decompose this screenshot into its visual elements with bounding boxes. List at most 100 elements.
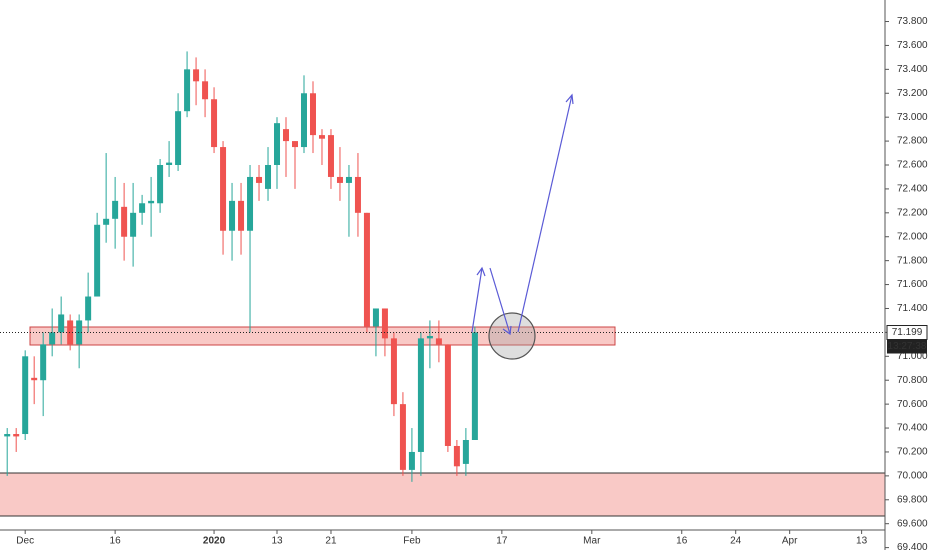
x-tick-label: Dec (16, 536, 34, 547)
x-tick-label: Mar (583, 536, 601, 547)
candle-body (292, 141, 298, 148)
y-tick-label: 69.800 (897, 494, 928, 505)
candle-body (363, 212, 370, 327)
x-tick-label: 24 (730, 536, 742, 547)
y-tick-label: 71.800 (897, 255, 928, 266)
candle-body (13, 434, 20, 437)
candle-body (31, 377, 38, 381)
candle-body (130, 212, 137, 237)
x-tick-label: 16 (110, 536, 122, 547)
candle-body (426, 335, 433, 339)
y-tick-label: 72.600 (897, 160, 928, 171)
candle-body (390, 338, 397, 405)
candle-body (381, 308, 388, 339)
candle-body (4, 434, 11, 437)
candle-body (345, 176, 352, 183)
y-tick-label: 71.400 (897, 303, 928, 314)
y-tick-label: 70.200 (897, 447, 928, 458)
y-tick-label: 72.000 (897, 231, 928, 242)
arrow-head (502, 325, 512, 336)
candle-body (148, 200, 155, 204)
candle-body (318, 135, 325, 139)
candle-body (300, 93, 307, 148)
candle-body (274, 123, 281, 165)
y-tick-label: 73.400 (897, 64, 928, 75)
candle-body (444, 344, 451, 446)
candle-body (229, 200, 236, 231)
candle-body (327, 135, 334, 177)
candle-body (399, 404, 406, 470)
candle-body (94, 224, 101, 297)
candle-body (184, 69, 191, 112)
candle-body (247, 176, 254, 231)
candle-body (175, 111, 182, 165)
arrow (489, 267, 511, 335)
candle-body (238, 200, 245, 231)
arrow-head (565, 93, 574, 105)
candle-body (435, 338, 442, 345)
arrow (517, 94, 573, 333)
arrow-head (476, 266, 486, 277)
y-tick-label: 70.800 (897, 375, 928, 386)
y-tick-label: 73.600 (897, 40, 928, 51)
candle-body (354, 176, 361, 213)
candle-body (283, 129, 290, 142)
candle-body (67, 320, 74, 345)
candle-body (58, 314, 65, 333)
x-tick-label: 13 (856, 536, 868, 547)
x-tick-label: 21 (325, 536, 337, 547)
y-tick-label: 72.400 (897, 184, 928, 195)
candle-body (112, 200, 119, 219)
candle-body (85, 296, 92, 321)
candle-body (121, 206, 128, 237)
candle-body (76, 320, 83, 345)
candle-body (40, 344, 47, 381)
x-tick-label: 16 (676, 536, 688, 547)
candle-body (471, 332, 478, 440)
y-tick-label: 73.200 (897, 88, 928, 99)
x-tick-label: 2020 (203, 536, 226, 547)
countdown-label: 13:27:38 (888, 341, 927, 352)
support-zone (0, 473, 885, 516)
x-axis-area (0, 530, 932, 550)
candle-body (372, 308, 379, 327)
y-tick-label: 70.400 (897, 423, 928, 434)
resistance-zone (29, 326, 616, 346)
last-price-label: 71.199 (892, 327, 923, 338)
y-tick-label: 70.000 (897, 471, 928, 482)
candle-body (157, 165, 164, 204)
candle-body (22, 356, 29, 435)
arrow (471, 267, 483, 333)
candle-body (139, 203, 146, 213)
candle-body (220, 147, 227, 231)
y-tick-label: 73.000 (897, 112, 928, 123)
x-tick-label: 17 (496, 536, 508, 547)
candle-body (408, 451, 415, 470)
candle-body (166, 162, 173, 165)
target-circle (488, 312, 536, 360)
candle-body (256, 176, 263, 183)
x-tick-label: 13 (271, 536, 283, 547)
candle-body (453, 445, 460, 467)
candle-body (336, 176, 343, 183)
candle-body (103, 218, 110, 225)
y-tick-label: 69.600 (897, 518, 928, 529)
drawings (471, 93, 574, 360)
x-tick-label: Apr (782, 536, 798, 547)
candle-body (309, 93, 316, 136)
y-tick-label: 73.800 (897, 16, 928, 27)
y-tick-label: 69.400 (897, 542, 928, 550)
candle-body (265, 165, 272, 189)
y-tick-label: 72.800 (897, 136, 928, 147)
candle-body (202, 81, 209, 100)
x-tick-label: Feb (403, 536, 421, 547)
y-tick-label: 71.000 (897, 351, 928, 362)
candle-body (193, 69, 200, 82)
y-tick-label: 70.600 (897, 399, 928, 410)
countdown-box (887, 339, 927, 354)
candle-body (49, 332, 56, 345)
y-tick-label: 71.600 (897, 279, 928, 290)
candle-body (462, 440, 469, 464)
candle-body (417, 338, 424, 452)
